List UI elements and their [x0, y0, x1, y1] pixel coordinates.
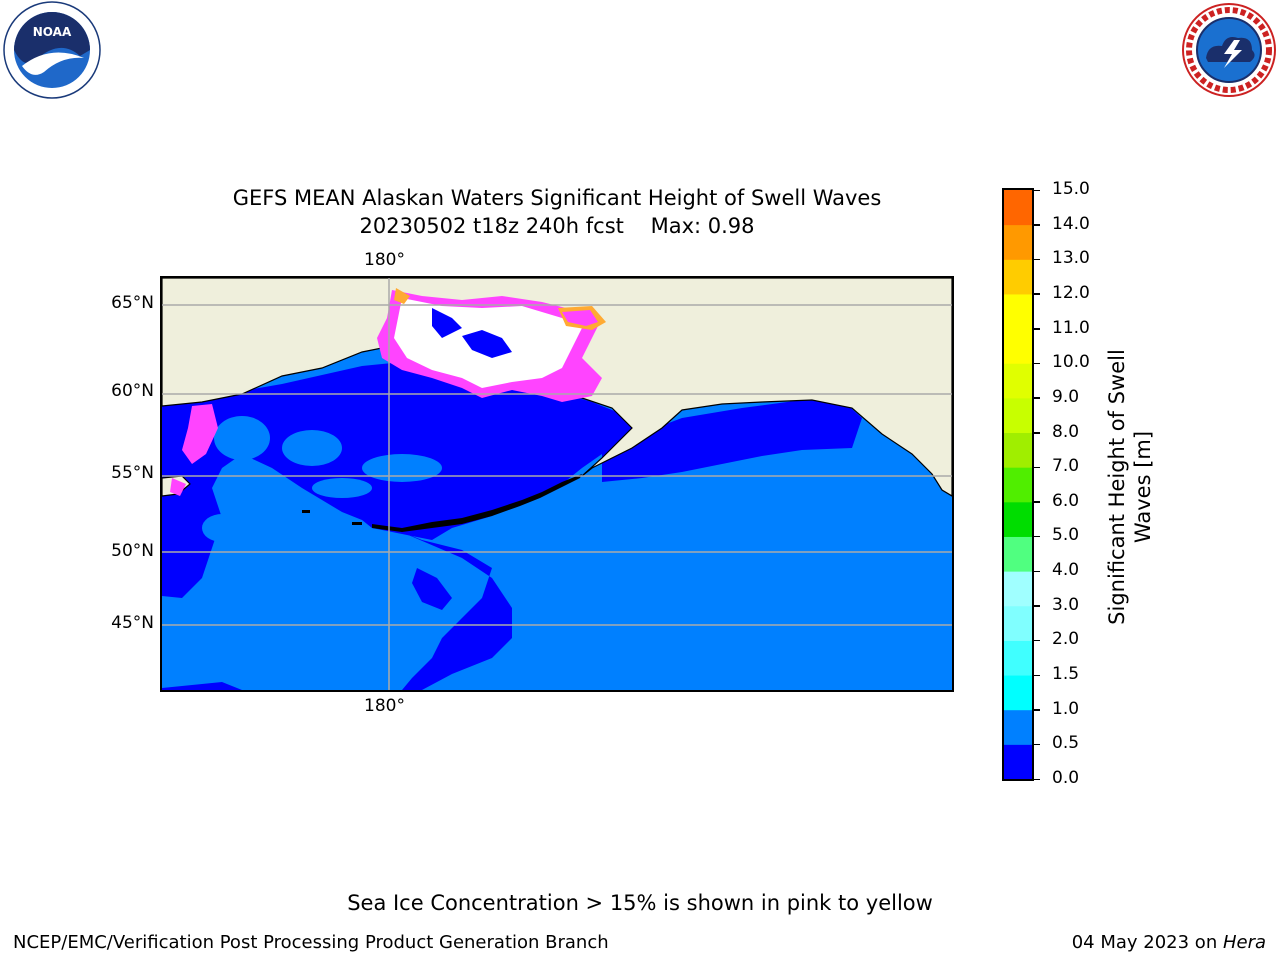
lat-label-55: 55°N: [111, 463, 154, 483]
colorbar-tick-mark: [1033, 605, 1040, 607]
sea-ice-note: Sea Ice Concentration > 15% is shown in …: [347, 891, 933, 915]
colorbar-tick-label: 15.0: [1052, 179, 1090, 199]
colorbar-bin: [1004, 432, 1032, 468]
colorbar-tick-label: 10.0: [1052, 352, 1090, 373]
colorbar-bin: [1004, 467, 1032, 503]
colorbar-tick-mark: [1033, 674, 1040, 677]
colorbar-bin: [1004, 640, 1032, 676]
colorbar-bin: [1004, 190, 1032, 226]
chart-title-line2: 20230502 t18z 240h fcst Max: 0.98: [359, 214, 755, 238]
colorbar-bin: [1004, 397, 1032, 434]
lon-label-bottom: 180°: [364, 696, 405, 716]
colorbar-tick-label: 0.0: [1052, 768, 1080, 788]
footer-date-text: 04 May 2023 on: [1071, 932, 1223, 953]
colorbar-tick-label: 8.0: [1052, 421, 1080, 442]
colorbar-tick-label: 1.0: [1052, 698, 1080, 719]
colorbar-tick-mark: [1033, 328, 1040, 330]
colorbar: [1002, 188, 1034, 781]
colorbar-bin: [1004, 744, 1032, 780]
colorbar-bin: [1004, 675, 1032, 711]
colorbar-tick-mark: [1033, 397, 1040, 399]
colorbar-tick-mark: [1033, 224, 1040, 226]
colorbar-tick-label: 5.0: [1052, 525, 1080, 546]
graticule: [162, 278, 952, 690]
colorbar-bin: [1004, 224, 1032, 260]
colorbar-tick-label: 1.5: [1052, 664, 1080, 685]
colorbar-tick-label: 4.0: [1052, 560, 1080, 581]
map-svg: [162, 278, 952, 690]
colorbar-tick-mark: [1033, 535, 1040, 538]
colorbar-tick-mark: [1033, 293, 1040, 295]
colorbar-tick-label: 12.0: [1052, 282, 1090, 303]
colorbar-tick-label: 6.0: [1052, 490, 1080, 511]
colorbar-tick-label: 2.0: [1052, 629, 1080, 650]
lat-label-50: 50°N: [111, 541, 154, 561]
lon-label-top: 180°: [364, 250, 405, 270]
colorbar-tick-mark: [1033, 362, 1040, 365]
colorbar-title: Significant Height of Swell Waves [m]: [1105, 349, 1155, 625]
colorbar-tick-mark: [1033, 501, 1040, 503]
colorbar-tick-mark: [1033, 258, 1040, 261]
colorbar-bin: [1004, 709, 1032, 745]
colorbar-bin: [1004, 501, 1032, 537]
colorbar-tick-mark: [1033, 709, 1040, 711]
noaa-logo: NOAA: [3, 1, 101, 99]
sea-ice-region: [170, 288, 606, 496]
colorbar-frame: [1002, 188, 1034, 781]
lat-label-60: 60°N: [111, 381, 154, 401]
colorbar-tick-label: 11.0: [1052, 317, 1090, 338]
colorbar-tick-mark: [1033, 570, 1040, 573]
lat-label-65: 65°N: [111, 293, 154, 313]
colorbar-bin: [1004, 328, 1032, 364]
colorbar-tick-mark: [1033, 432, 1040, 434]
colorbar-tick-label: 0.5: [1052, 733, 1080, 754]
footer-credit: NCEP/EMC/Verification Post Processing Pr…: [13, 932, 609, 953]
colorbar-tick-mark: [1033, 639, 1040, 642]
noaa-logo-text: NOAA: [33, 25, 72, 39]
colorbar-tick-label: 14.0: [1052, 213, 1090, 234]
aleutian-islands: [302, 474, 582, 532]
colorbar-bin: [1004, 571, 1032, 607]
chart-title-line1: GEFS MEAN Alaskan Waters Significant Hei…: [232, 186, 882, 210]
colorbar-tick-label: 9.0: [1052, 386, 1080, 407]
colorbar-bin: [1004, 605, 1032, 641]
colorbar-tick-mark: [1033, 189, 1040, 191]
colorbar-bin: [1004, 363, 1032, 399]
footer-machine: Hera: [1222, 932, 1266, 953]
map-panel: [160, 276, 954, 692]
colorbar-tick-label: 13.0: [1052, 248, 1090, 269]
colorbar-bin: [1004, 293, 1032, 330]
swell-patches: [202, 416, 442, 542]
footer-date: 04 May 2023 on Hera: [1072, 932, 1266, 953]
nws-logo: [1182, 3, 1276, 97]
lat-label-45: 45°N: [111, 613, 154, 633]
colorbar-tick-mark: [1033, 466, 1040, 469]
colorbar-tick-mark: [1033, 743, 1040, 746]
colorbar-tick-label: 3.0: [1052, 594, 1080, 615]
colorbar-tick-mark: [1033, 778, 1040, 780]
colorbar-bin: [1004, 259, 1032, 295]
colorbar-tick-label: 7.0: [1052, 456, 1080, 477]
colorbar-bin: [1004, 536, 1032, 572]
